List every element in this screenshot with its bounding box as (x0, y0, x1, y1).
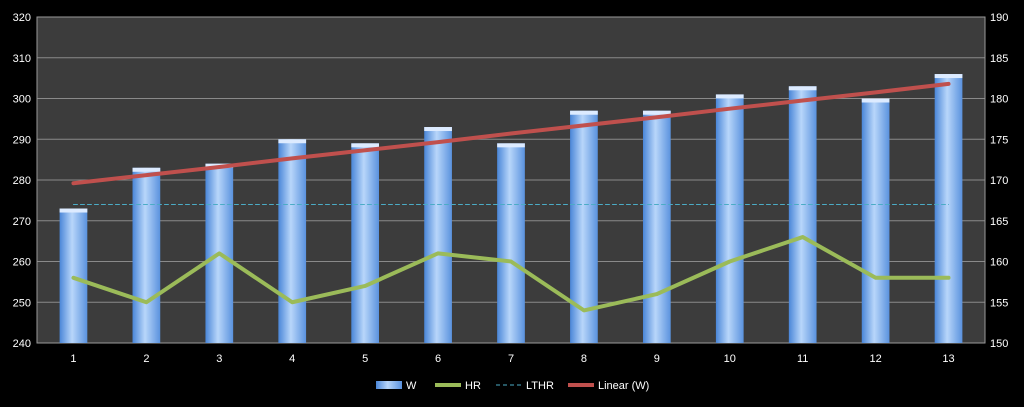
y-left-tick-label: 270 (13, 216, 31, 228)
w-bars (59, 74, 963, 344)
bar-w (934, 74, 963, 344)
y-left-tick-label: 310 (13, 53, 31, 65)
y-right-tick-label: 160 (990, 257, 1008, 269)
bar-w-cap (642, 110, 671, 115)
y-right-tick-label: 150 (990, 338, 1008, 350)
bar-w-cap (497, 143, 525, 148)
bar-w (861, 98, 890, 343)
line-series (71, 81, 951, 313)
y-right-tick-label: 190 (990, 12, 1008, 24)
bar-w (351, 143, 380, 343)
bar-w-cap (59, 208, 88, 213)
bar-w (424, 127, 452, 344)
x-tick-label: 13 (942, 353, 954, 365)
bar-w (497, 143, 525, 343)
bar-w (788, 86, 817, 344)
x-tick-label: 1 (70, 353, 76, 365)
legend-label: HR (465, 380, 481, 392)
legend-item: HR (435, 380, 481, 392)
legend-label: LTHR (526, 380, 554, 392)
x-tick-label: 9 (654, 353, 660, 365)
left-axis: 240 250 260 270 280 290 300 310 320 (13, 12, 31, 350)
y-right-tick-label: 180 (990, 94, 1008, 106)
x-tick-label: 11 (797, 353, 808, 365)
y-left-tick-label: 320 (13, 12, 31, 24)
y-right-tick-label: 170 (990, 175, 1008, 187)
legend-item: W (376, 380, 417, 392)
y-right-tick-label: 155 (990, 297, 1008, 309)
bar-w-cap (861, 98, 890, 103)
bar-w (278, 139, 307, 343)
x-tick-label: 10 (724, 353, 736, 365)
y-right-tick-label: 185 (990, 53, 1008, 65)
y-left-tick-label: 290 (13, 134, 31, 146)
y-left-tick-label: 260 (13, 257, 31, 269)
x-tick-label: 8 (581, 353, 587, 365)
legend-label: Linear (W) (598, 380, 649, 392)
x-tick-label: 12 (869, 353, 881, 365)
bar-w-cap (424, 127, 452, 132)
x-tick-label: 5 (362, 353, 368, 365)
x-tick-label: 4 (289, 353, 295, 365)
bar-w (642, 110, 671, 343)
x-tick-label: 6 (435, 353, 441, 365)
y-left-tick-label: 300 (13, 94, 31, 106)
bar-w-cap (934, 74, 963, 79)
bar-w (132, 167, 161, 343)
trendline-w (71, 81, 951, 186)
x-tick-label: 3 (216, 353, 222, 365)
y-right-tick-label: 175 (990, 134, 1008, 146)
x-tick-label: 2 (143, 353, 149, 365)
bar-w-cap (351, 143, 380, 148)
y-right-tick-label: 165 (990, 216, 1008, 228)
legend-swatch-bar (376, 381, 402, 389)
legend-item: LTHR (496, 380, 554, 392)
bar-w-cap (132, 167, 161, 172)
line-hr (71, 235, 951, 313)
bar-w-cap (715, 94, 744, 99)
legend-item: Linear (W) (568, 380, 649, 392)
right-axis: 150 155 160 165 170 175 180 185 190 (990, 12, 1008, 350)
y-left-tick-label: 240 (13, 338, 31, 350)
y-left-tick-label: 250 (13, 297, 31, 309)
legend: W HR LTHR Linear (W) (376, 380, 649, 392)
bar-w (715, 94, 744, 343)
x-axis: 1 2 3 4 5 6 7 8 9 10 11 12 13 (70, 353, 954, 365)
legend-label: W (406, 380, 417, 392)
bar-w (59, 208, 88, 343)
bar-w-cap (570, 110, 598, 115)
x-tick-label: 7 (508, 353, 514, 365)
bar-w-cap (788, 86, 817, 91)
y-left-tick-label: 280 (13, 175, 31, 187)
bar-w-cap (278, 139, 307, 144)
